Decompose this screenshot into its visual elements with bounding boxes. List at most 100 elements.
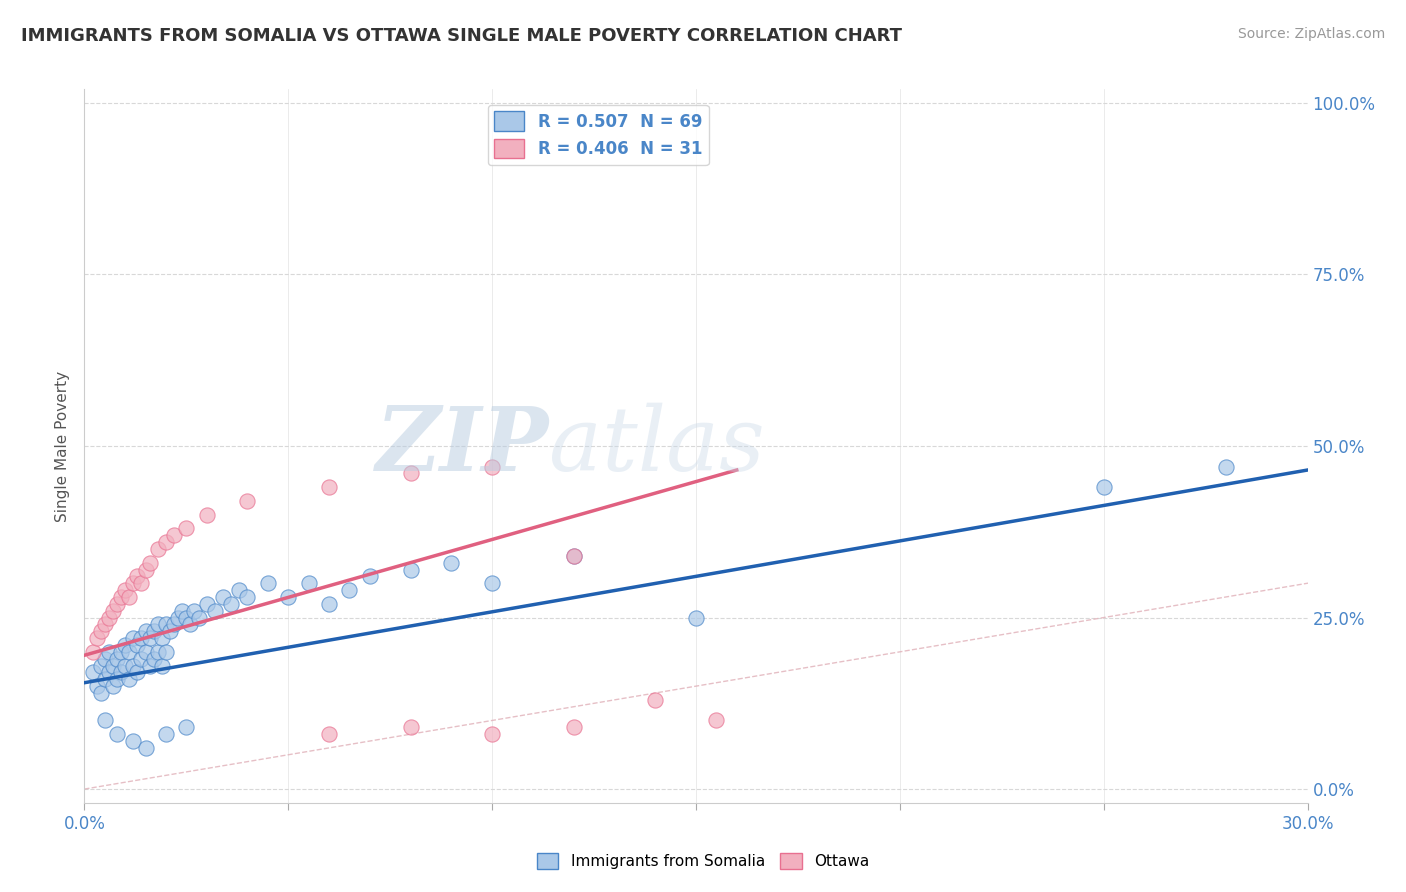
Point xyxy=(97,665,120,680)
Point xyxy=(142,651,165,665)
Text: atlas: atlas xyxy=(550,402,765,490)
Point xyxy=(86,679,108,693)
Point xyxy=(163,617,186,632)
Point xyxy=(236,590,259,604)
Point xyxy=(167,610,190,624)
Point xyxy=(138,556,160,570)
Point xyxy=(97,645,120,659)
Point xyxy=(155,617,177,632)
Point xyxy=(122,734,145,748)
Point xyxy=(127,569,149,583)
Point xyxy=(146,617,169,632)
Point xyxy=(118,590,141,604)
Point xyxy=(105,597,128,611)
Point xyxy=(176,720,198,734)
Point xyxy=(481,727,503,741)
Point xyxy=(122,631,145,645)
Point xyxy=(127,638,149,652)
Point xyxy=(1215,459,1237,474)
Point xyxy=(110,590,132,604)
Point xyxy=(131,576,153,591)
Point xyxy=(118,645,141,659)
Point xyxy=(163,528,186,542)
Point xyxy=(101,658,124,673)
Point xyxy=(399,720,422,734)
Point xyxy=(176,521,198,535)
Point xyxy=(90,624,112,639)
Point xyxy=(90,686,112,700)
Point xyxy=(138,631,160,645)
Point xyxy=(150,658,173,673)
Point xyxy=(159,624,181,639)
Point xyxy=(155,645,177,659)
Point xyxy=(318,727,340,741)
Point xyxy=(127,665,149,680)
Point xyxy=(195,508,218,522)
Text: ZIP: ZIP xyxy=(375,403,550,489)
Point xyxy=(440,556,463,570)
Point xyxy=(562,549,585,563)
Point xyxy=(93,673,117,687)
Point xyxy=(101,679,124,693)
Text: IMMIGRANTS FROM SOMALIA VS OTTAWA SINGLE MALE POVERTY CORRELATION CHART: IMMIGRANTS FROM SOMALIA VS OTTAWA SINGLE… xyxy=(21,27,903,45)
Point xyxy=(219,597,242,611)
Point xyxy=(138,658,160,673)
Point xyxy=(135,624,157,639)
Point xyxy=(228,583,250,598)
Legend: R = 0.507  N = 69, R = 0.406  N = 31: R = 0.507 N = 69, R = 0.406 N = 31 xyxy=(488,104,709,165)
Point xyxy=(122,658,145,673)
Point xyxy=(105,673,128,687)
Point xyxy=(146,541,169,556)
Point xyxy=(318,480,340,494)
Point xyxy=(257,576,280,591)
Point xyxy=(122,576,145,591)
Y-axis label: Single Male Poverty: Single Male Poverty xyxy=(55,370,70,522)
Point xyxy=(146,645,169,659)
Point xyxy=(105,727,128,741)
Point xyxy=(131,651,153,665)
Point xyxy=(195,597,218,611)
Point xyxy=(399,467,422,481)
Point xyxy=(187,610,209,624)
Point xyxy=(86,631,108,645)
Point xyxy=(93,714,117,728)
Point xyxy=(97,610,120,624)
Point xyxy=(114,638,136,652)
Point xyxy=(90,658,112,673)
Point xyxy=(176,610,198,624)
Point xyxy=(277,590,299,604)
Point xyxy=(339,583,361,598)
Point xyxy=(172,604,194,618)
Point xyxy=(135,645,157,659)
Point xyxy=(93,617,117,632)
Point xyxy=(562,549,585,563)
Point xyxy=(298,576,321,591)
Point xyxy=(183,604,205,618)
Point xyxy=(706,714,728,728)
Point xyxy=(105,651,128,665)
Point xyxy=(118,673,141,687)
Point xyxy=(110,645,132,659)
Point xyxy=(481,576,503,591)
Point xyxy=(131,631,153,645)
Point xyxy=(562,720,585,734)
Point xyxy=(101,604,124,618)
Point xyxy=(399,562,422,576)
Point xyxy=(179,617,201,632)
Point xyxy=(135,740,157,755)
Point xyxy=(155,535,177,549)
Legend: Immigrants from Somalia, Ottawa: Immigrants from Somalia, Ottawa xyxy=(531,847,875,875)
Point xyxy=(236,494,259,508)
Point xyxy=(155,727,177,741)
Point xyxy=(318,597,340,611)
Point xyxy=(82,645,104,659)
Point xyxy=(359,569,381,583)
Point xyxy=(114,583,136,598)
Point xyxy=(82,665,104,680)
Point xyxy=(212,590,235,604)
Text: Source: ZipAtlas.com: Source: ZipAtlas.com xyxy=(1237,27,1385,41)
Point xyxy=(114,658,136,673)
Point xyxy=(644,693,666,707)
Point xyxy=(135,562,157,576)
Point xyxy=(204,604,226,618)
